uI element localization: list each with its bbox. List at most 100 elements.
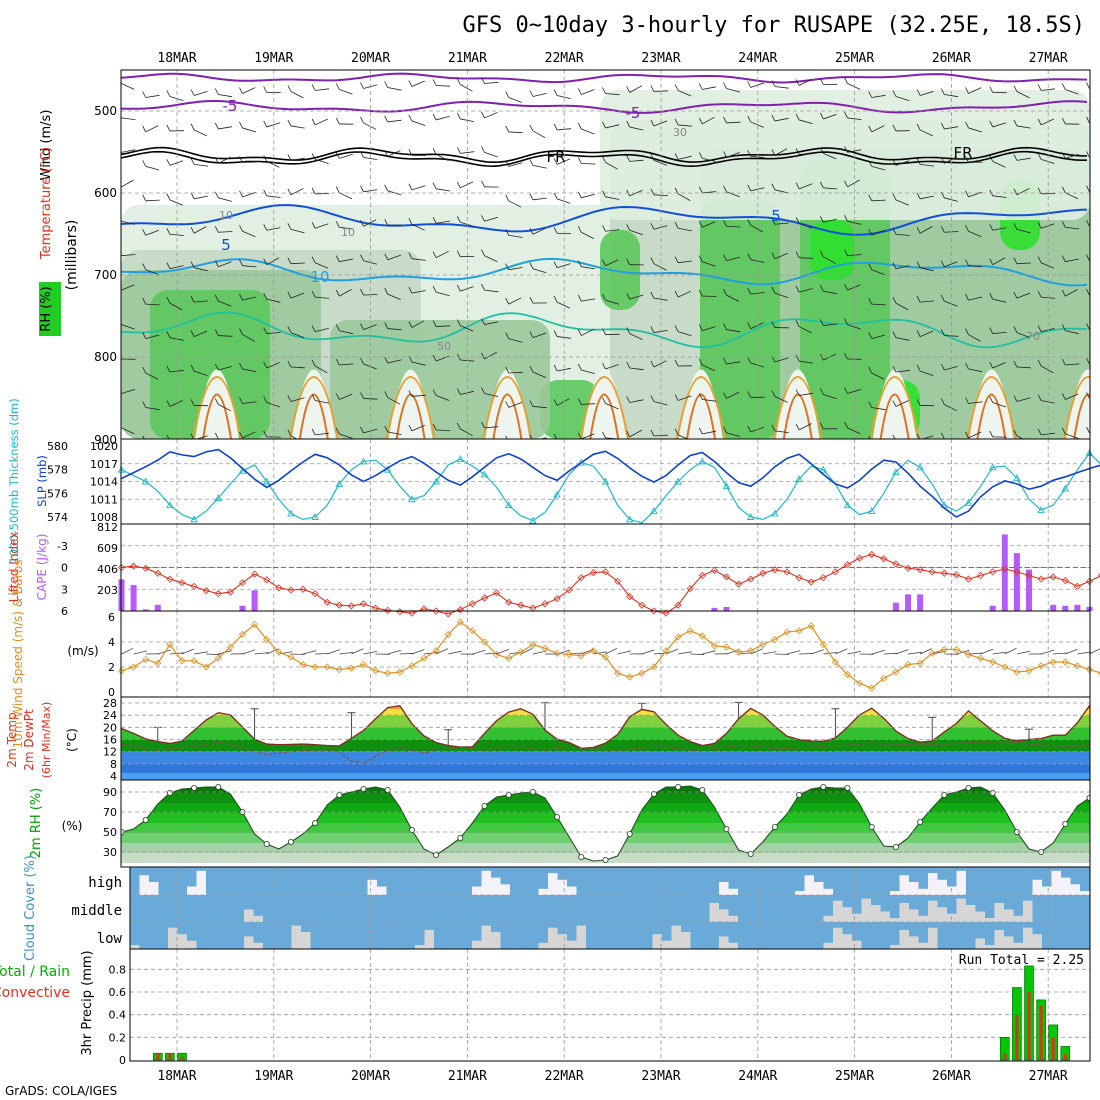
rh-point <box>408 827 415 834</box>
wind-barb-flag <box>626 224 631 231</box>
wind-barb-flag <box>287 291 292 299</box>
cloud-cell <box>918 942 928 949</box>
wind10m-barb <box>871 650 885 655</box>
wind-barb-flag <box>190 364 195 372</box>
wind-barb-flag <box>698 221 703 228</box>
wind-barb-flag <box>239 121 243 129</box>
cloud-cell <box>937 907 947 922</box>
thickness-tick: 578 <box>47 464 68 477</box>
rh-point <box>917 819 924 826</box>
wind-barb <box>774 222 789 225</box>
cloud-cell <box>975 938 985 949</box>
wind-barb-flag <box>1061 83 1066 90</box>
wind-barb <box>435 115 450 121</box>
wind-barb-flag <box>795 182 800 189</box>
rh-point <box>796 792 803 799</box>
wind-barb <box>1040 118 1054 126</box>
wind-barb-flag <box>771 80 776 87</box>
wind-barb <box>968 230 982 238</box>
wind-barb-flag <box>674 84 679 91</box>
thickness-point <box>722 482 731 490</box>
temp-tick: 16 <box>103 734 117 747</box>
precip-convective-bar <box>1051 1037 1055 1060</box>
wind-barb-flag <box>384 425 389 433</box>
top-date-20MAR: 20MAR <box>351 51 390 66</box>
cloud-cell <box>909 882 919 895</box>
wind-barb <box>653 160 668 166</box>
wind-barb <box>823 290 838 295</box>
contour-label: FR <box>546 148 565 166</box>
wind-barb-flag <box>1061 117 1066 125</box>
wind-barb <box>944 261 958 268</box>
li-point <box>1025 571 1033 580</box>
wind-barb-flag <box>360 220 364 227</box>
wind-barb-flag <box>335 83 340 90</box>
wind10m-point <box>614 669 622 677</box>
wind-barb <box>121 179 134 188</box>
wind-barb <box>435 291 450 297</box>
precip-convective-bar <box>168 1053 172 1060</box>
cape-bar <box>892 602 899 611</box>
wind-barb-flag <box>142 297 147 305</box>
wind-barb <box>702 221 716 228</box>
wind10m-point <box>323 663 331 671</box>
wind-barb <box>460 428 473 437</box>
wind-barb-flag <box>214 122 219 130</box>
wind10m-barb <box>290 653 305 655</box>
wind-barb-flag <box>432 217 437 224</box>
wind10m-point <box>420 654 428 662</box>
temp-contour-20 <box>579 376 630 439</box>
wind-barb-flag <box>892 159 897 166</box>
wind-barb-flag <box>940 363 945 371</box>
wind-barb-flag <box>577 363 582 371</box>
wind10m-barb <box>774 653 789 655</box>
wind-barb <box>1089 156 1090 158</box>
li-tick: 6 <box>61 605 68 618</box>
run-total: Run Total = 2.25 <box>959 953 1084 968</box>
thickness-point <box>287 509 295 517</box>
temp-contour-25 <box>492 393 523 439</box>
wind-barb <box>435 154 449 162</box>
cloud-cell <box>728 915 738 922</box>
wind-barb-flag <box>723 357 727 365</box>
wind10m-line <box>121 621 1100 689</box>
wind-barb-flag <box>989 120 994 128</box>
cloud-cell <box>557 934 567 949</box>
wind-barb-flag <box>505 91 510 98</box>
ylabel-rh: RH (%) <box>39 286 54 331</box>
wind-barb-flag <box>335 255 340 262</box>
wind-barb-flag <box>723 288 727 296</box>
top-date-21MAR: 21MAR <box>448 51 487 66</box>
wind10m-barb <box>593 651 608 655</box>
wind-barb <box>169 302 183 311</box>
wind-barb <box>290 125 305 129</box>
contour-label: FR <box>953 144 972 162</box>
wind-barb <box>314 262 329 269</box>
freezing-level-b <box>121 150 1087 168</box>
wind-barb-flag <box>529 400 534 407</box>
li-point <box>130 562 138 570</box>
wind-barb-flag <box>408 321 413 328</box>
wind-barb-flag <box>940 226 945 233</box>
wind-barb-flag <box>1086 254 1090 261</box>
wind-barb <box>339 363 354 366</box>
precip-tick: 0.2 <box>109 1031 127 1044</box>
wind-barb <box>1040 365 1054 374</box>
wind-barb-flag <box>481 111 485 119</box>
wind-barb-flag <box>698 324 703 331</box>
li-point <box>722 573 731 581</box>
wind-barb <box>968 368 983 373</box>
wind-barb <box>411 361 426 366</box>
wind-barb <box>992 298 1007 303</box>
wind-barb-flag <box>190 399 195 406</box>
wind-barb <box>895 302 909 311</box>
wind10m-barb <box>181 648 195 655</box>
wind-barb-flag <box>989 327 994 334</box>
wind-barb-flag <box>166 296 171 304</box>
temp-contour-25 <box>202 393 232 439</box>
rh-point <box>771 824 778 831</box>
wind10m-point <box>856 679 864 687</box>
wind-barb <box>532 93 547 97</box>
wind-barb <box>1089 328 1090 330</box>
wind-barb-flag <box>384 150 389 157</box>
